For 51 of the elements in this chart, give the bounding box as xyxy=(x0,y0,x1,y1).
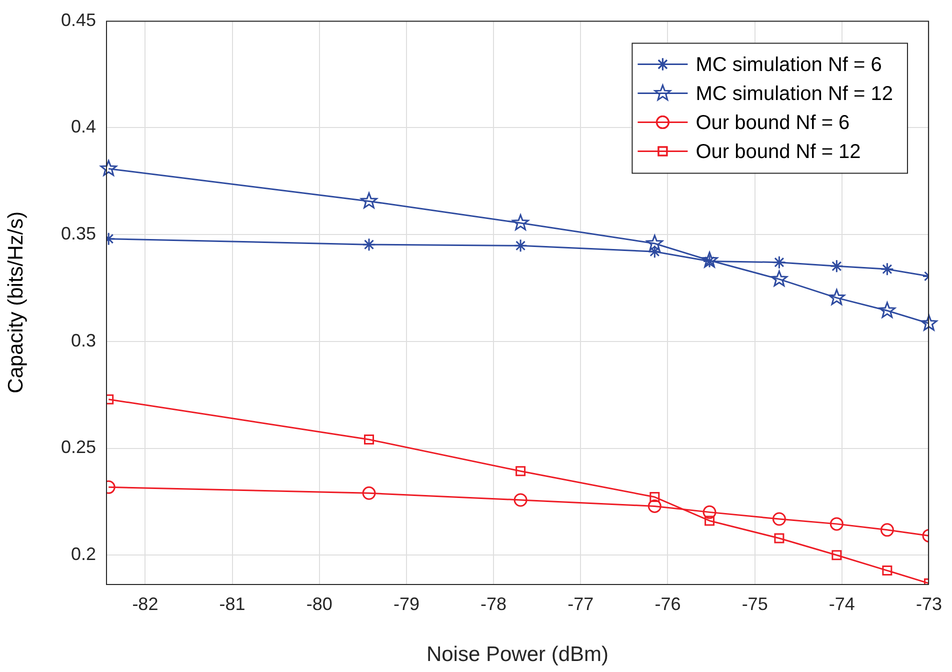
x-tick-label: -81 xyxy=(219,594,246,614)
point xyxy=(702,505,716,519)
legend-label: Our bound Nf = 12 xyxy=(696,140,861,163)
point xyxy=(880,262,894,276)
x-tick-label: -80 xyxy=(306,594,332,614)
x-tick-label: -77 xyxy=(568,594,594,614)
point xyxy=(828,289,846,306)
x-tick-label: -82 xyxy=(132,594,158,614)
point xyxy=(704,516,715,526)
point xyxy=(648,244,662,258)
x-axis-title: Noise Power (dBm) xyxy=(426,643,609,666)
point xyxy=(701,252,718,268)
point xyxy=(772,512,786,526)
point xyxy=(882,566,892,576)
legend-label: Our bound Nf = 6 xyxy=(696,112,850,134)
y-tick-label: 0.45 xyxy=(60,10,96,30)
point xyxy=(646,234,664,251)
x-tick-label: -74 xyxy=(828,594,855,614)
point xyxy=(774,533,784,544)
point xyxy=(514,238,528,252)
point xyxy=(770,270,788,286)
y-tick-label: 0.2 xyxy=(70,544,96,564)
point xyxy=(920,314,938,331)
point xyxy=(648,499,662,513)
point xyxy=(880,523,894,537)
x-tick-label: -73 xyxy=(916,594,942,614)
x-tick-label: -76 xyxy=(654,594,681,614)
point xyxy=(360,192,378,208)
y-axis-title: Capacity (bits/Hz/s) xyxy=(4,211,28,394)
y-tick-label: 0.25 xyxy=(60,437,96,458)
point xyxy=(362,486,376,500)
point xyxy=(512,214,529,230)
x-tick-label: -75 xyxy=(742,594,768,614)
point xyxy=(516,466,526,476)
point xyxy=(514,493,528,507)
legend-label: MC simulation Nf = 12 xyxy=(696,82,893,105)
point xyxy=(772,256,786,270)
point xyxy=(830,259,844,273)
y-tick-label: 0.35 xyxy=(60,224,96,244)
y-tick-label: 0.4 xyxy=(70,116,96,137)
point xyxy=(650,492,660,502)
point xyxy=(878,302,896,318)
point xyxy=(100,160,117,176)
point xyxy=(364,434,374,445)
x-tick-label: -79 xyxy=(393,594,420,614)
y-tick-label: 0.3 xyxy=(70,330,96,350)
point xyxy=(832,550,842,560)
point xyxy=(362,238,376,252)
x-tick-label: -78 xyxy=(480,594,507,614)
legend-label: MC simulation Nf = 6 xyxy=(696,54,882,76)
point xyxy=(830,517,844,531)
